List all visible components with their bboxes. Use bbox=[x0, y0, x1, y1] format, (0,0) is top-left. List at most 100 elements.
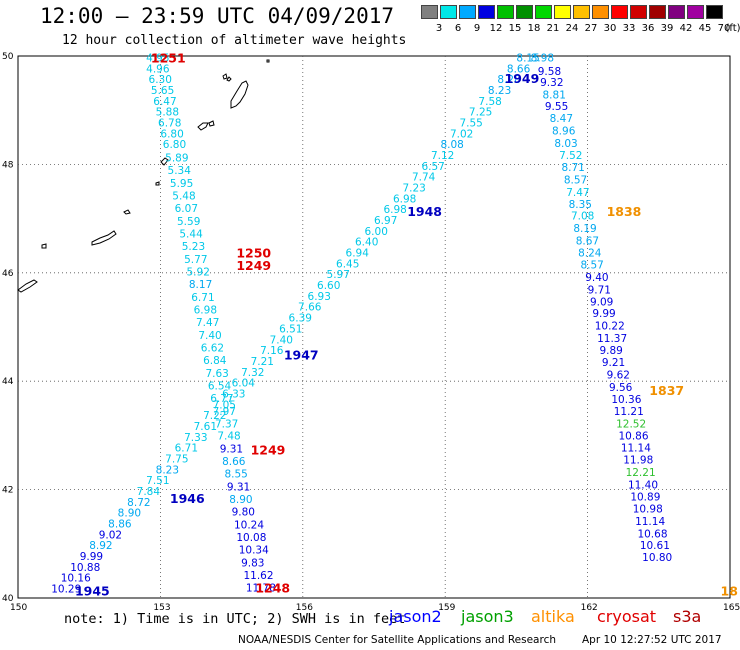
wave-height-value: 9.62 bbox=[607, 369, 630, 381]
legend-label: 33 bbox=[622, 23, 636, 34]
legend-label: 12 bbox=[489, 23, 503, 34]
wave-height-value: 7.47 bbox=[196, 317, 219, 329]
wave-height-value: 10.98 bbox=[633, 503, 663, 515]
wave-height-value: 10.86 bbox=[618, 431, 648, 443]
wave-height-value: 6.40 bbox=[355, 237, 378, 249]
wave-height-value: 8.71 bbox=[561, 162, 584, 174]
wave-height-value: 12.52 bbox=[616, 418, 646, 430]
wave-height-value: 7.23 bbox=[402, 183, 425, 195]
wave-height-value: 6.04 bbox=[232, 378, 256, 390]
wave-height-value: 8.55 bbox=[224, 469, 247, 481]
wave-height-value: 4.95 bbox=[146, 52, 169, 64]
wave-height-value: 9.09 bbox=[590, 296, 613, 308]
pass-time-label: 18 bbox=[721, 583, 738, 598]
wave-height-value: 5.23 bbox=[182, 241, 205, 253]
wave-height-value: 7.40 bbox=[270, 334, 293, 346]
wave-height-value: 8.08 bbox=[440, 139, 463, 151]
longitude-tick-label: 159 bbox=[438, 603, 455, 613]
island-outline bbox=[222, 73, 228, 80]
longitude-tick-label: 150 bbox=[10, 603, 27, 613]
wave-height-value: 7.12 bbox=[431, 150, 454, 162]
island-outline bbox=[41, 243, 47, 249]
wave-height-value: 6.98 bbox=[383, 204, 406, 216]
wave-height-value: 9.31 bbox=[227, 482, 250, 494]
wave-height-value: 9.02 bbox=[99, 529, 122, 541]
wave-height-value: 11.21 bbox=[614, 406, 644, 418]
pass-time-label: 1946 bbox=[170, 491, 205, 506]
wave-height-value: 7.74 bbox=[412, 172, 436, 184]
pass-time-label: 1838 bbox=[607, 204, 642, 219]
wave-height-value: 6.93 bbox=[308, 291, 331, 303]
wave-height-value: 11.40 bbox=[628, 480, 658, 492]
satellite-legend-cryosat: cryosat bbox=[597, 607, 657, 626]
legend-swatch bbox=[459, 5, 476, 19]
wave-height-value: 9.83 bbox=[241, 558, 264, 570]
legend-swatch bbox=[706, 5, 723, 19]
wave-height-value: 5.77 bbox=[184, 254, 207, 266]
wave-height-value: 6.98 bbox=[194, 304, 217, 316]
wave-height-value: 9.89 bbox=[599, 345, 622, 357]
wave-height-value: 7.66 bbox=[298, 302, 322, 314]
latitude-tick-label: 46 bbox=[2, 269, 14, 279]
island-outline bbox=[17, 279, 38, 293]
wave-height-value: 10.68 bbox=[637, 528, 667, 540]
wave-height-value: 6.00 bbox=[365, 226, 388, 238]
pass-time-label: 1947 bbox=[284, 348, 319, 363]
wave-height-value: 6.71 bbox=[175, 443, 198, 455]
longitude-tick-label: 165 bbox=[723, 603, 740, 613]
wave-height-value: 8.28 bbox=[497, 74, 520, 86]
legend-label: 3 bbox=[435, 23, 443, 34]
wave-height-value: 7.32 bbox=[241, 367, 264, 379]
wave-height-value: 8.24 bbox=[578, 248, 602, 260]
wave-height-value: 6.98 bbox=[393, 193, 416, 205]
wave-height-value: 7.33 bbox=[184, 432, 207, 444]
wave-height-value: 9.55 bbox=[545, 101, 568, 113]
wave-height-value: 5.48 bbox=[172, 191, 195, 203]
wave-height-value: 9.31 bbox=[220, 444, 243, 456]
wave-height-value: 11.14 bbox=[635, 516, 665, 528]
wave-height-value: 6.94 bbox=[346, 248, 370, 260]
wave-height-value: 8.47 bbox=[550, 113, 573, 125]
wave-height-value: 6.07 bbox=[175, 203, 198, 215]
wave-height-value: 11.78 bbox=[246, 582, 276, 594]
legend-label: 70 bbox=[717, 23, 731, 34]
wave-height-value: 7.08 bbox=[571, 211, 594, 223]
wave-height-value: 11.37 bbox=[597, 333, 627, 345]
wave-height-value: 9.56 bbox=[609, 382, 633, 394]
wave-height-value: 7.02 bbox=[450, 128, 473, 140]
island-outline bbox=[197, 122, 209, 131]
wave-height-value: 7.21 bbox=[251, 356, 274, 368]
satellite-legend-altika: altika bbox=[531, 607, 575, 626]
wave-height-value: 8.15 bbox=[516, 52, 539, 64]
wave-height-value: 8.96 bbox=[552, 126, 576, 138]
wave-height-value: 6.47 bbox=[153, 96, 176, 108]
pass-time-label: 1251 bbox=[151, 51, 186, 66]
wave-height-value: 7.47 bbox=[566, 187, 589, 199]
wave-height-value: 7.25 bbox=[469, 107, 492, 119]
wave-height-value: 7.52 bbox=[559, 150, 582, 162]
legend-label: 36 bbox=[641, 23, 655, 34]
wave-height-value: 6.39 bbox=[289, 313, 312, 325]
legend-unit: (ft) bbox=[725, 23, 740, 34]
island-outline bbox=[208, 120, 215, 127]
wave-height-value: 8.57 bbox=[564, 174, 587, 186]
wave-height-value: 6.80 bbox=[160, 128, 183, 140]
wave-height-value: 8.35 bbox=[569, 199, 592, 211]
wave-height-value: 7.84 bbox=[137, 486, 161, 498]
wave-height-value: 6.45 bbox=[336, 258, 359, 270]
legend-swatch bbox=[440, 5, 457, 19]
legend-swatch bbox=[516, 5, 533, 19]
wave-height-value: 8.23 bbox=[156, 464, 179, 476]
wave-height-value: 6.71 bbox=[191, 292, 214, 304]
wave-height-value: 10.16 bbox=[61, 573, 91, 585]
wave-height-value: 10.36 bbox=[611, 394, 641, 406]
pass-time-label: 1249 bbox=[251, 442, 286, 457]
wave-height-value: 6.62 bbox=[201, 342, 224, 354]
wave-height-value: 5.34 bbox=[168, 165, 192, 177]
wave-height-value: 8.19 bbox=[573, 223, 596, 235]
wave-height-value: 8.92 bbox=[89, 540, 112, 552]
wave-height-value: 8.90 bbox=[229, 494, 252, 506]
map-frame bbox=[17, 55, 731, 599]
wave-height-value: 10.24 bbox=[234, 520, 264, 532]
